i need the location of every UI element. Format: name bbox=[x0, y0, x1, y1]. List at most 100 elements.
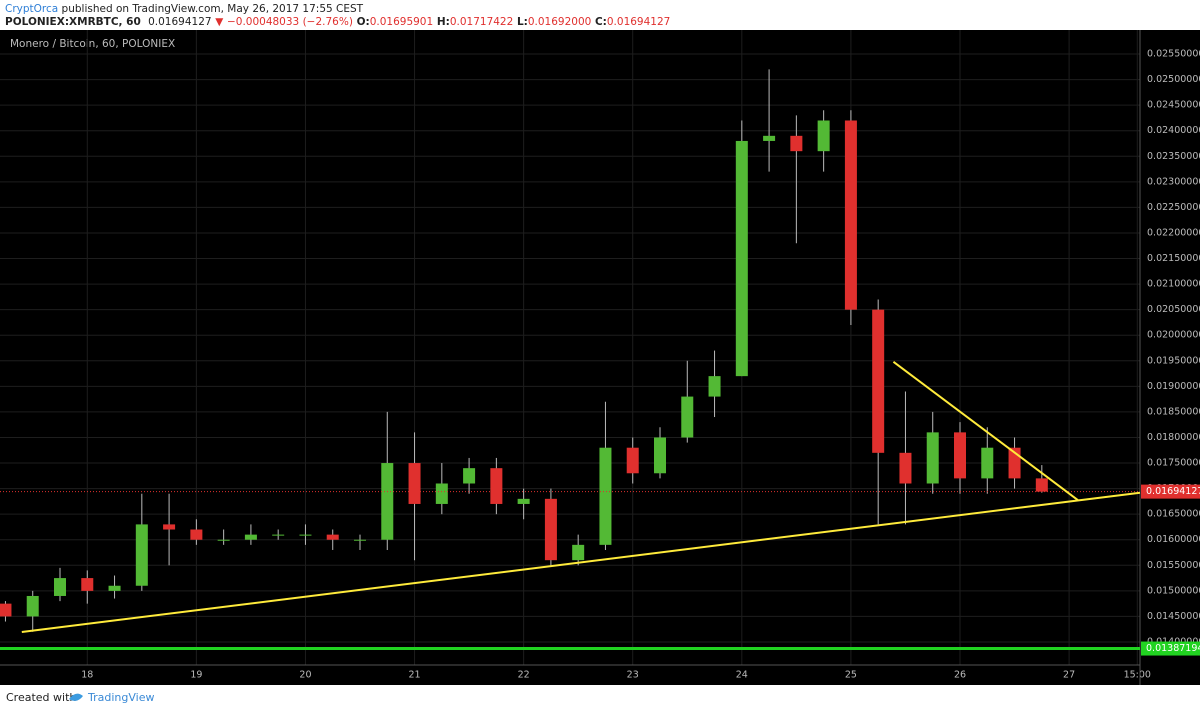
y-tick-label: 0.02000000 bbox=[1147, 330, 1200, 341]
x-tick-label: 24 bbox=[736, 670, 748, 681]
header: CryptOrca published on TradingView.com, … bbox=[0, 0, 1200, 30]
candle-body bbox=[490, 468, 503, 504]
low: 0.01692000 bbox=[527, 16, 592, 28]
candle-body bbox=[599, 447, 612, 545]
candle-body bbox=[708, 376, 721, 397]
author[interactable]: CryptOrca bbox=[5, 3, 59, 15]
tv-logo bbox=[69, 693, 83, 701]
y-tick-label: 0.02250000 bbox=[1147, 202, 1200, 213]
y-tick-label: 0.02300000 bbox=[1147, 176, 1200, 187]
x-tick-label: 15:00 bbox=[1124, 670, 1151, 681]
candle-body bbox=[790, 135, 803, 152]
c-label: C: bbox=[594, 16, 607, 28]
candle-body bbox=[0, 603, 12, 617]
quote-line: POLONIEX:XMRBTC, 60 0.01694127 ▼ −0.0004… bbox=[5, 16, 670, 28]
y-tick-label: 0.02050000 bbox=[1147, 304, 1200, 315]
x-tick-label: 18 bbox=[81, 670, 93, 681]
price-tag bbox=[1141, 484, 1200, 499]
x-tick-label: 23 bbox=[627, 670, 639, 681]
x-tick-label: 21 bbox=[408, 670, 420, 681]
candle-body bbox=[81, 578, 94, 591]
candle-body bbox=[326, 534, 339, 540]
x-tick-label: 22 bbox=[518, 670, 530, 681]
x-tick-label: 26 bbox=[954, 670, 966, 681]
y-tick-label: 0.02450000 bbox=[1147, 100, 1200, 111]
y-tick-label: 0.01900000 bbox=[1147, 381, 1200, 392]
candle-body bbox=[135, 524, 148, 586]
price-tag bbox=[1141, 641, 1200, 656]
l-label: L: bbox=[516, 16, 528, 28]
y-tick-label: 0.02500000 bbox=[1147, 74, 1200, 85]
candle-body bbox=[763, 135, 776, 141]
chart: Monero / Bitcoin, 60, POLONIEX 0.0140000… bbox=[0, 30, 1200, 685]
chart-title: Monero / Bitcoin, 60, POLONIEX bbox=[10, 38, 175, 50]
footer-brand[interactable]: TradingView bbox=[88, 691, 155, 704]
y-tick-label: 0.01650000 bbox=[1147, 509, 1200, 520]
candle-body bbox=[981, 447, 994, 479]
candle-body bbox=[435, 483, 448, 504]
candle-body bbox=[517, 498, 530, 504]
price-tag-label: 0.01387194 bbox=[1146, 643, 1200, 654]
candle-body bbox=[544, 498, 557, 561]
x-tick-label: 19 bbox=[190, 670, 202, 681]
candle-body bbox=[954, 432, 966, 479]
y-tick-label: 0.02550000 bbox=[1147, 49, 1200, 60]
h-label: H: bbox=[436, 16, 450, 28]
candle-body bbox=[354, 539, 366, 541]
high: 0.01717422 bbox=[449, 16, 514, 28]
candle-body bbox=[654, 437, 666, 474]
candle-body bbox=[735, 140, 748, 377]
candle-body bbox=[163, 524, 176, 530]
y-tick-label: 0.01600000 bbox=[1147, 534, 1200, 545]
candle-body bbox=[26, 595, 39, 617]
y-tick-label: 0.01450000 bbox=[1147, 611, 1200, 622]
y-tick-label: 0.01950000 bbox=[1147, 355, 1200, 366]
candle-body bbox=[299, 534, 312, 536]
candle-body bbox=[872, 309, 885, 453]
close: 0.01694127 bbox=[606, 16, 671, 28]
candle-body bbox=[381, 463, 394, 540]
trendline bbox=[21, 491, 1141, 634]
footer-text: Created with bbox=[6, 691, 77, 704]
y-tick-label: 0.01500000 bbox=[1147, 585, 1200, 596]
x-tick-label: 25 bbox=[845, 670, 857, 681]
trendline bbox=[892, 361, 1079, 501]
candle-body bbox=[899, 452, 912, 484]
y-tick-label: 0.02400000 bbox=[1147, 125, 1200, 136]
symbol: POLONIEX:XMRBTC, 60 bbox=[5, 16, 141, 28]
change: −0.00048033 (−2.76%) bbox=[226, 16, 353, 28]
arrow: ▼ bbox=[215, 16, 224, 28]
candle-body bbox=[463, 468, 476, 484]
x-tick-label: 27 bbox=[1063, 670, 1075, 681]
y-tick-label: 0.02150000 bbox=[1147, 253, 1200, 264]
last: 0.01694127 bbox=[148, 16, 212, 28]
candle-body bbox=[244, 534, 257, 540]
candle-body bbox=[217, 539, 230, 541]
y-tick-label: 0.02100000 bbox=[1147, 279, 1200, 290]
y-tick-label: 0.02200000 bbox=[1147, 227, 1200, 238]
footer: Created with TradingView bbox=[0, 685, 1200, 711]
y-tick-label: 0.01550000 bbox=[1147, 560, 1200, 571]
candle-body bbox=[817, 120, 830, 152]
candle-body bbox=[408, 463, 421, 504]
open: 0.01695901 bbox=[369, 16, 434, 28]
candle-body bbox=[626, 447, 639, 474]
publish-line: CryptOrca published on TradingView.com, … bbox=[5, 3, 363, 15]
y-tick-label: 0.02350000 bbox=[1147, 151, 1200, 162]
candle-body bbox=[681, 396, 694, 438]
candle-body bbox=[108, 585, 121, 591]
candle-body bbox=[572, 544, 585, 561]
y-tick-label: 0.01850000 bbox=[1147, 406, 1200, 417]
background bbox=[0, 30, 1200, 685]
candle-body bbox=[54, 578, 66, 596]
x-tick-label: 20 bbox=[299, 670, 311, 681]
y-tick-label: 0.01750000 bbox=[1147, 458, 1200, 469]
o-label: O: bbox=[356, 16, 370, 28]
candle-body bbox=[844, 120, 857, 310]
y-tick-label: 0.01800000 bbox=[1147, 432, 1200, 443]
candle-body bbox=[926, 432, 939, 484]
candle-body bbox=[190, 529, 203, 540]
price-tag-label: 0.01694127 bbox=[1146, 486, 1200, 497]
candle-body bbox=[272, 534, 285, 536]
